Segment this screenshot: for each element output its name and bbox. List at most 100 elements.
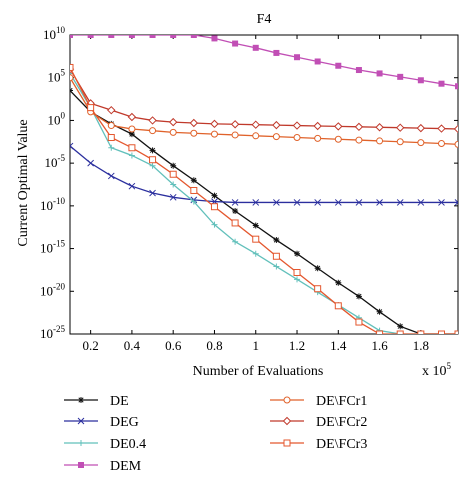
- y-tick-label: 100: [48, 110, 66, 127]
- y-tick-label-base: 10: [48, 112, 61, 127]
- legend-swatch-marker: [282, 416, 292, 426]
- data-point: [454, 199, 458, 206]
- data-point: [397, 323, 404, 330]
- data-point: [397, 73, 404, 80]
- y-tick-label-base: 10: [48, 70, 61, 85]
- data-point: [293, 268, 301, 276]
- y-tick-label-base: 10: [40, 283, 53, 298]
- data-point: [272, 252, 280, 260]
- data-point: [87, 35, 94, 38]
- data-point: [396, 138, 404, 146]
- data-point: [252, 222, 259, 229]
- data-point: [437, 139, 445, 147]
- data-point: [252, 235, 260, 243]
- x-tick-label: 1.4: [330, 338, 347, 353]
- legend-label: DEM: [110, 459, 142, 474]
- data-point: [170, 181, 177, 188]
- data-point: [272, 133, 280, 141]
- data-point: [170, 162, 177, 169]
- x-axis-scale-base: x 10: [422, 364, 447, 379]
- data-point: [273, 237, 280, 244]
- data-point: [211, 192, 218, 199]
- data-point: [454, 330, 458, 334]
- legend-swatch-marker: [77, 417, 85, 425]
- data-point: [314, 265, 321, 272]
- y-tick-label-exponent: -5: [58, 153, 66, 163]
- data-point: [149, 189, 156, 197]
- y-tick-label-exponent: -20: [53, 281, 65, 291]
- y-tick-label-base: 10: [40, 326, 53, 341]
- data-point: [437, 124, 446, 133]
- data-point: [87, 159, 94, 167]
- data-point: [70, 142, 74, 150]
- data-point: [273, 199, 280, 206]
- data-point: [314, 58, 321, 65]
- data-point: [232, 207, 239, 214]
- legend-item: DEM: [64, 459, 142, 474]
- data-point: [128, 131, 135, 138]
- data-point: [190, 35, 197, 38]
- data-point: [190, 186, 198, 194]
- data-point: [438, 80, 445, 87]
- series-line: [70, 90, 458, 334]
- legend-item: DE\FCr3: [270, 437, 367, 452]
- data-point: [190, 129, 198, 137]
- data-point: [334, 302, 342, 310]
- y-tick-label: 10-25: [40, 324, 65, 341]
- data-point: [294, 250, 301, 257]
- data-point: [170, 35, 177, 38]
- data-point: [396, 199, 404, 206]
- series-line: [70, 145, 458, 204]
- data-point: [355, 136, 363, 144]
- data-point: [128, 152, 135, 159]
- data-point: [417, 139, 425, 147]
- legend-item: DE0.4: [64, 437, 146, 452]
- data-point: [294, 276, 301, 283]
- data-point: [107, 172, 115, 180]
- data-point: [232, 238, 239, 245]
- data-point: [128, 125, 136, 133]
- legend-label: DE\FCr3: [316, 437, 367, 452]
- data-point: [149, 35, 156, 38]
- data-point: [334, 122, 343, 131]
- data-point: [168, 117, 178, 127]
- data-point: [272, 120, 281, 130]
- data-point: [149, 156, 157, 164]
- data-point: [149, 162, 156, 169]
- series-line: [70, 67, 458, 334]
- x-axis-scale-exponent: 5: [447, 361, 452, 371]
- data-point: [454, 140, 458, 148]
- x-axis-label: Number of Evaluations: [193, 364, 324, 379]
- x-tick-label: 1.2: [289, 338, 305, 353]
- x-tick-label: 0.4: [124, 338, 141, 353]
- y-tick-label-base: 10: [43, 27, 56, 42]
- data-point: [210, 119, 219, 129]
- plot-area: 0.2 0.4 0.6 0.8 1 1.2 1.4 1.6 1.8101010510010-51…: [40, 25, 459, 353]
- data-point: [128, 182, 136, 190]
- data-point: [417, 77, 424, 84]
- data-point: [251, 120, 260, 129]
- data-point: [231, 219, 239, 227]
- data-point: [417, 199, 425, 206]
- legend-swatch-marker: [78, 462, 84, 468]
- data-point: [169, 193, 177, 201]
- data-point: [87, 104, 95, 112]
- data-point: [231, 131, 239, 139]
- legend-swatch-marker: [78, 440, 84, 446]
- data-point: [294, 54, 301, 61]
- x-tick-label: 1.6: [371, 338, 388, 353]
- legend-swatch-marker: [78, 397, 84, 403]
- legend-label: DE\FCr2: [316, 415, 367, 430]
- data-point: [293, 134, 301, 142]
- legend-label: DEG: [110, 415, 139, 430]
- data-point: [169, 170, 177, 178]
- data-point: [107, 122, 115, 130]
- data-point: [455, 83, 458, 90]
- data-point: [313, 121, 322, 131]
- data-point: [376, 199, 383, 206]
- x-tick-label: 0.8: [206, 338, 222, 353]
- data-point: [376, 137, 384, 145]
- data-point: [273, 263, 280, 270]
- data-point: [70, 87, 73, 94]
- data-point: [396, 330, 404, 334]
